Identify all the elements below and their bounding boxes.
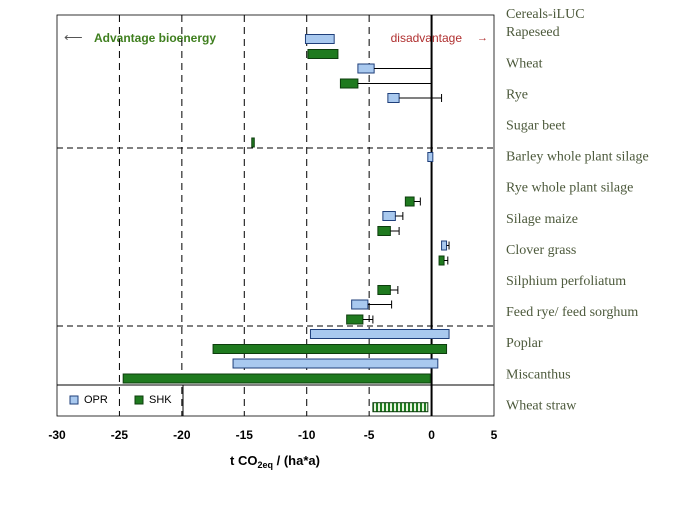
bar [339, 78, 359, 89]
header-label: Cereals-iLUC [506, 7, 585, 22]
error-bar [390, 227, 400, 235]
bar [377, 285, 391, 295]
error-bar [395, 212, 404, 220]
legend-label: SHK [149, 394, 172, 406]
bar [404, 196, 415, 207]
category-label: Clover grass [506, 243, 576, 258]
category-label: Wheat straw [506, 398, 577, 413]
x-tick-label: 5 [491, 428, 498, 442]
error-bar [357, 79, 433, 88]
category-label: Wheat [506, 56, 543, 71]
bar [357, 63, 375, 74]
x-label-sub: 2eq [257, 460, 273, 470]
bar [377, 226, 391, 236]
x-label-main: t CO [230, 453, 257, 468]
category-label: Feed rye/ feed sorghum [506, 305, 638, 320]
category-label: Barley whole plant silage [506, 150, 649, 165]
bar [427, 152, 434, 162]
bar [304, 34, 335, 44]
error-bar [374, 64, 433, 73]
x-tick-label: 0 [428, 428, 435, 442]
bar [307, 49, 339, 59]
category-label: Silphium perfoliatum [506, 274, 626, 289]
x-axis-label: t CO2eq / (ha*a) [230, 453, 320, 470]
error-bar [414, 197, 421, 206]
x-tick-label: -5 [364, 428, 375, 442]
error-bar [446, 241, 450, 250]
error-bar [444, 256, 449, 265]
bar [438, 255, 445, 266]
bar [382, 211, 396, 221]
x-label-rest: / (ha*a) [273, 453, 320, 468]
category-label: Rye [506, 87, 528, 102]
x-tick-label: -25 [111, 428, 129, 442]
right-arrow: → [477, 32, 488, 44]
error-bar [367, 300, 393, 309]
legend-swatch [69, 395, 79, 405]
x-tick-label: -10 [298, 428, 316, 442]
bar [122, 373, 431, 384]
bar [441, 240, 448, 251]
category-label: Miscanthus [506, 367, 571, 382]
bar [309, 329, 450, 339]
bar [212, 344, 448, 354]
x-tick-label: -20 [173, 428, 191, 442]
bar [346, 314, 364, 325]
category-label: Silage maize [506, 212, 578, 227]
plot-frame [56, 14, 495, 417]
bar [251, 137, 255, 148]
bar [372, 402, 429, 413]
category-label: Rapeseed [506, 25, 560, 40]
x-tick-label: -15 [236, 428, 254, 442]
error-bar [399, 94, 443, 102]
x-tick-label: -30 [48, 428, 66, 442]
legend-label: OPR [84, 394, 108, 406]
category-label: Rye whole plant silage [506, 181, 633, 196]
error-bar [390, 286, 399, 294]
error-bar [362, 315, 374, 324]
legend-swatch [134, 395, 144, 405]
category-label: Poplar [506, 336, 543, 351]
bar [351, 299, 369, 310]
bar [232, 358, 439, 369]
category-label: Sugar beet [506, 119, 566, 134]
annotation: Advantage bioenergy [94, 31, 216, 45]
annotation: disadvantage [391, 31, 463, 45]
bar [387, 93, 400, 103]
left-arrow: ⟵ [64, 29, 83, 44]
